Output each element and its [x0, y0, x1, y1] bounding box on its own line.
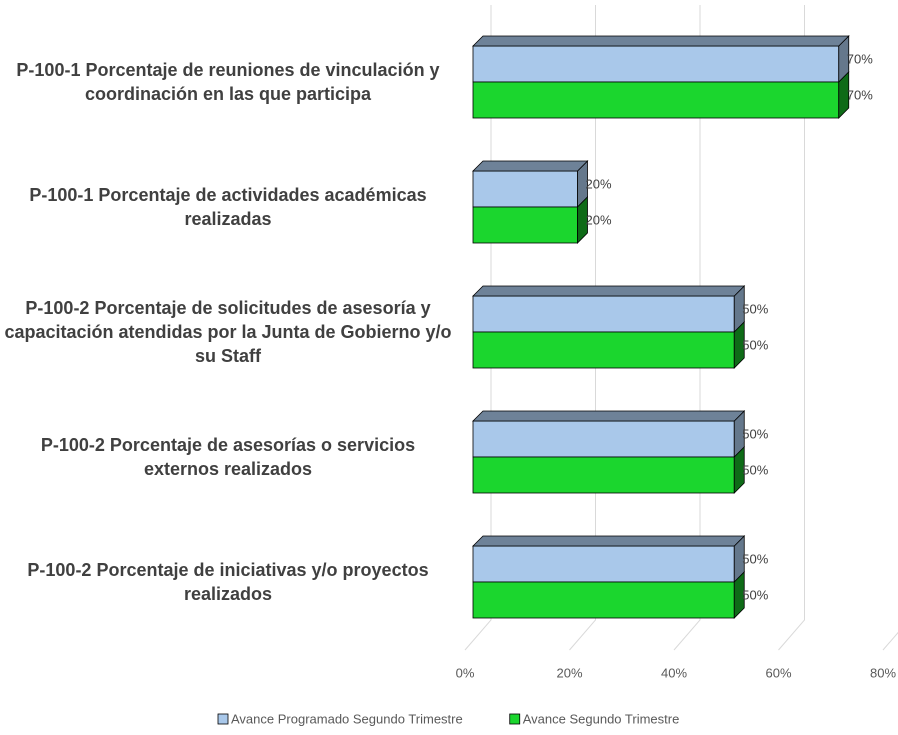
- data-label: 50%: [742, 587, 768, 602]
- bar: [472, 456, 735, 494]
- data-label: 50%: [742, 337, 768, 352]
- bar-top: [472, 35, 850, 47]
- grid-line: [569, 5, 596, 651]
- category-label: P-100-1 Porcentaje de reuniones de vincu…: [16, 60, 440, 104]
- bar: [472, 295, 735, 333]
- legend-swatch: [217, 713, 229, 725]
- grid-line: [778, 5, 805, 651]
- bar: [472, 45, 840, 83]
- bar-side: [838, 71, 850, 119]
- legend-swatch: [509, 713, 521, 725]
- grid-line: [882, 631, 898, 651]
- bar-side: [733, 321, 745, 369]
- bar: [472, 581, 735, 619]
- data-label: 50%: [742, 462, 768, 477]
- data-label: 20%: [586, 176, 612, 191]
- bar-side: [733, 571, 745, 619]
- bar-top: [472, 285, 746, 297]
- data-label: 20%: [586, 212, 612, 227]
- category-label: P-100-2 Porcentaje de asesorías o servic…: [40, 435, 416, 479]
- x-tick-label: 60%: [765, 665, 791, 680]
- bar: [472, 420, 735, 458]
- grid-line: [673, 5, 701, 651]
- category-label: P-100-2 Porcentaje de iniciativas y/o pr…: [27, 560, 429, 604]
- x-tick-label: 40%: [661, 665, 687, 680]
- category-label: P-100-2 Porcentaje de solicitudes de ase…: [4, 298, 452, 366]
- bar-top: [472, 535, 746, 547]
- data-label: 70%: [847, 51, 873, 66]
- bar-top: [472, 410, 746, 422]
- bar: [472, 81, 840, 119]
- data-label: 50%: [742, 551, 768, 566]
- bar-side: [577, 196, 588, 244]
- x-tick-label: 0%: [456, 665, 475, 680]
- bar: [472, 170, 578, 208]
- bar: [472, 331, 735, 369]
- legend-label: Avance Segundo Trimestre: [523, 711, 680, 726]
- bar-side: [733, 446, 745, 494]
- data-label: 50%: [742, 301, 768, 316]
- data-label: 70%: [847, 87, 873, 102]
- category-label: P-100-1 Porcentaje de actividades académ…: [29, 185, 427, 229]
- bar-top: [472, 160, 589, 172]
- bar: [472, 206, 578, 244]
- x-tick-label: 20%: [556, 665, 582, 680]
- data-label: 50%: [742, 426, 768, 441]
- x-tick-label: 80%: [870, 665, 896, 680]
- legend-label: Avance Programado Segundo Trimestre: [231, 711, 463, 726]
- bar: [472, 545, 735, 583]
